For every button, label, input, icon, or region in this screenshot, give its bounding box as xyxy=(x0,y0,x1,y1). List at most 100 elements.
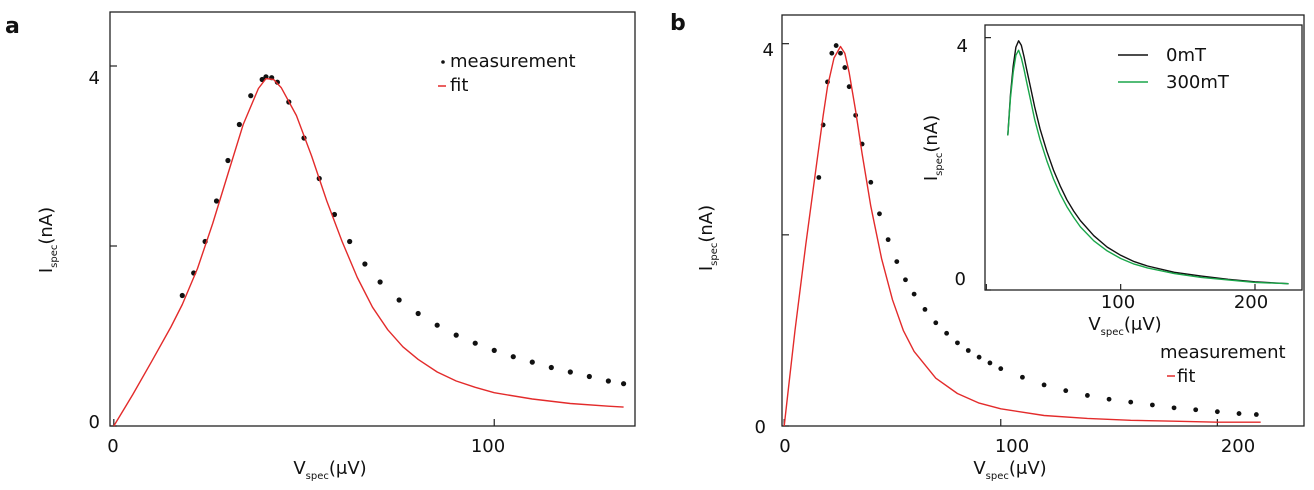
panel-b-inset: 0 4 100 200 Vspec(μV) Ispec(nA) 0mT 300m… xyxy=(921,24,1303,338)
panel-b-series-measurement-point xyxy=(838,50,843,56)
panel-a-series-measurement-point xyxy=(529,359,535,365)
panel-b-series-measurement-point xyxy=(1128,399,1134,405)
panel-b-series-measurement-point xyxy=(842,65,848,70)
panel-a-series-measurement-point xyxy=(434,322,440,328)
panel-b-legend: measurement fit xyxy=(1160,342,1286,387)
panel-a-letter: a xyxy=(5,14,20,39)
panel-a-series-measurement-point xyxy=(415,310,421,317)
inset-series-300mt-line xyxy=(1007,49,1289,285)
panel-a-series-fit-line xyxy=(113,77,624,427)
panel-a-series-measurement-point xyxy=(396,297,402,303)
panel-b-series-measurement-point xyxy=(903,277,908,283)
inset-xtick-100: 100 xyxy=(1101,292,1135,313)
panel-a-xtick-0: 0 xyxy=(107,436,118,457)
panel-a-series-measurement-point xyxy=(453,332,459,338)
panel-a-series-measurement-point xyxy=(586,373,592,380)
panel-b-legend-fit: fit xyxy=(1177,366,1195,387)
panel-a-series-measurement-point xyxy=(620,381,627,387)
panel-b-series-fit-line xyxy=(783,45,1261,427)
panel-a-legend-measurement: measurement xyxy=(450,51,576,72)
inset-frame xyxy=(984,24,1303,291)
inset-xlabel: Vspec(μV) xyxy=(1088,314,1161,338)
panel-b-xtick-200: 200 xyxy=(1221,436,1255,457)
panel-b-series-measurement-point xyxy=(1193,407,1199,413)
panel-a-xtick-100: 100 xyxy=(471,436,505,457)
panel-a-series-measurement-point xyxy=(236,121,242,128)
panel-a: a 0 4 0 100 Vspec(μV) Ispec(nA) measurem… xyxy=(5,11,636,482)
panel-b-series-measurement-point xyxy=(885,237,891,243)
panel-b-series-measurement-point xyxy=(955,340,960,346)
panel-b-series-measurement-point xyxy=(911,291,917,297)
panel-b-series-measurement-point xyxy=(1020,374,1025,380)
panel-b-series-measurement-point xyxy=(1063,388,1069,394)
panel-a-series-measurement-point xyxy=(377,279,383,285)
panel-a-series-measurement-point xyxy=(567,369,573,375)
inset-plot-area xyxy=(985,37,1289,291)
panel-a-series-measurement-point xyxy=(472,340,478,346)
panel-a-series-measurement-point xyxy=(605,378,611,384)
panel-b-series-measurement-point xyxy=(829,50,835,56)
panel-a-series-measurement-point xyxy=(213,198,220,204)
inset-legend-300mT: 300mT xyxy=(1166,72,1230,93)
panel-a-series-measurement-point xyxy=(491,347,497,353)
panel-b-ylabel: Ispec(nA) xyxy=(696,205,720,271)
panel-a-frame xyxy=(109,11,636,427)
panel-b-series-measurement-point xyxy=(922,306,928,312)
panel-b-plot-area xyxy=(782,43,1261,427)
panel-b-series-measurement-point xyxy=(1214,409,1220,415)
panel-b-series-measurement-point xyxy=(965,348,971,353)
panel-b: b 0 4 0 100 200 Vspec(μV) Ispec(nA) meas… xyxy=(670,11,1305,482)
panel-a-ytick-0: 0 xyxy=(89,412,100,433)
panel-b-series-measurement-point xyxy=(987,360,993,366)
panel-a-series-measurement-point xyxy=(225,157,231,164)
panel-b-xtick-0: 0 xyxy=(779,436,790,457)
panel-b-series-measurement-point xyxy=(894,259,900,264)
panel-b-series-measurement-point xyxy=(1236,411,1242,416)
panel-b-legend-measurement: measurement xyxy=(1160,342,1286,363)
panel-a-legend: measurement fit xyxy=(438,51,576,96)
panel-b-letter: b xyxy=(670,11,686,36)
inset-ytick-0: 0 xyxy=(955,269,966,290)
panel-a-ytick-4: 4 xyxy=(89,68,100,89)
panel-a-series-measurement-point xyxy=(248,93,254,99)
panel-b-frame xyxy=(781,14,1305,427)
inset-legend: 0mT 300mT xyxy=(1118,45,1230,93)
panel-a-legend-measurement-marker xyxy=(441,60,445,64)
panel-b-series-measurement-point xyxy=(816,175,822,180)
panel-a-xlabel: Vspec(μV) xyxy=(293,458,366,482)
panel-a-series-measurement-point xyxy=(548,364,554,371)
inset-xtick-200: 200 xyxy=(1234,292,1268,313)
panel-b-xlabel: Vspec(μV) xyxy=(973,458,1046,482)
panel-a-series-measurement-point xyxy=(179,292,185,299)
inset-series-0mt-line xyxy=(1007,40,1289,285)
panel-b-series-measurement-point xyxy=(976,354,982,360)
panel-b-series-measurement-point xyxy=(1085,393,1090,398)
panel-b-ytick-4: 4 xyxy=(763,40,774,61)
panel-a-series-measurement-point xyxy=(362,261,368,267)
panel-b-series-measurement-point xyxy=(933,320,939,326)
panel-a-plot-area xyxy=(110,65,627,427)
panel-b-series-measurement-point xyxy=(1253,412,1259,417)
panel-b-series-measurement-point xyxy=(944,330,950,336)
panel-b-xtick-100: 100 xyxy=(995,436,1029,457)
panel-b-series-measurement-point xyxy=(1149,402,1155,408)
panel-a-series-measurement-point xyxy=(510,354,516,360)
panel-a-series-measurement-point xyxy=(347,238,353,245)
panel-b-series-measurement-point xyxy=(998,366,1004,372)
panel-a-ylabel: Ispec(nA) xyxy=(36,207,60,273)
panel-b-series-measurement-point xyxy=(1171,405,1177,411)
panel-b-series-measurement-point xyxy=(1041,382,1047,388)
panel-b-series-measurement-point xyxy=(1106,396,1112,402)
inset-ylabel: Ispec(nA) xyxy=(921,115,945,181)
panel-b-ytick-0: 0 xyxy=(755,417,766,438)
inset-legend-0mT: 0mT xyxy=(1166,45,1207,66)
panel-b-series-measurement-point xyxy=(877,211,882,217)
panel-b-series-measurement-point xyxy=(833,43,839,48)
panel-a-legend-fit: fit xyxy=(450,75,468,96)
panel-a-series-measurement-point xyxy=(274,79,280,85)
panel-a-series-measurement-point xyxy=(331,211,338,218)
panel-b-series-measurement-point xyxy=(868,179,874,185)
panel-b-series-measurement-point xyxy=(846,84,852,90)
inset-ytick-4: 4 xyxy=(957,36,968,57)
